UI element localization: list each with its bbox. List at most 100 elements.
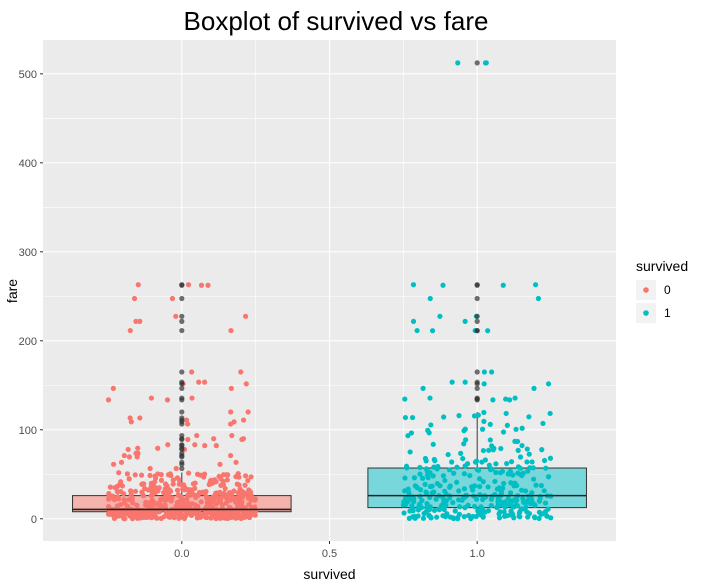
point-1 — [431, 507, 438, 514]
point-1 — [406, 489, 412, 496]
point-0 — [224, 477, 230, 483]
point-0 — [128, 492, 134, 498]
point-0 — [115, 494, 121, 500]
point-0 — [212, 477, 218, 483]
point-0 — [243, 381, 249, 387]
point-0 — [188, 512, 195, 519]
legend-label-0: 0 — [664, 283, 671, 297]
point-1 — [547, 455, 554, 461]
point-1 — [485, 328, 491, 334]
point-1 — [488, 496, 494, 502]
point-0 — [151, 501, 157, 508]
point-0 — [116, 470, 122, 476]
point-1 — [518, 472, 524, 478]
point-1 — [419, 497, 425, 504]
point-0 — [218, 495, 224, 501]
point-0 — [118, 479, 124, 485]
point-0 — [133, 318, 139, 324]
outlier-1 — [474, 60, 480, 66]
point-0 — [137, 415, 143, 421]
point-1 — [408, 430, 415, 436]
point-0 — [204, 514, 210, 521]
point-0 — [204, 503, 210, 509]
point-1 — [440, 473, 447, 479]
point-0 — [233, 508, 240, 515]
point-1 — [411, 475, 418, 481]
point-1 — [529, 459, 535, 465]
point-0 — [162, 502, 168, 508]
point-0 — [174, 487, 181, 493]
point-1 — [503, 396, 509, 402]
point-0 — [155, 471, 161, 477]
chart-title: Boxplot of survived vs fare — [184, 6, 489, 36]
point-0 — [223, 472, 230, 478]
point-1 — [505, 471, 511, 477]
point-1 — [504, 460, 510, 467]
point-0 — [185, 282, 192, 288]
point-0 — [110, 461, 117, 467]
point-0 — [246, 487, 252, 493]
point-1 — [417, 471, 423, 477]
legend: survived 01 — [636, 258, 688, 323]
point-0 — [163, 493, 169, 499]
point-1 — [430, 473, 436, 479]
point-1 — [524, 459, 530, 465]
point-0 — [196, 379, 202, 385]
point-1 — [508, 508, 514, 514]
point-0 — [118, 459, 125, 465]
point-1 — [475, 467, 482, 473]
point-1 — [465, 502, 471, 508]
point-1 — [480, 447, 487, 454]
point-0 — [238, 491, 245, 498]
point-1 — [493, 469, 499, 476]
outlier-0 — [179, 369, 185, 375]
point-1 — [454, 479, 460, 485]
point-0 — [125, 446, 131, 453]
point-1 — [427, 504, 433, 510]
point-1 — [450, 499, 456, 506]
point-1 — [415, 507, 422, 513]
point-1 — [480, 479, 486, 485]
point-0 — [147, 502, 153, 508]
point-1 — [514, 482, 520, 489]
point-0 — [185, 421, 191, 427]
point-1 — [533, 482, 539, 488]
point-0 — [220, 491, 227, 497]
point-1 — [543, 465, 549, 471]
y-tick-label: 0 — [31, 514, 37, 526]
point-0 — [124, 471, 130, 477]
point-1 — [515, 447, 521, 453]
y-tick-label: 100 — [19, 425, 37, 437]
point-0 — [216, 499, 222, 505]
point-1 — [510, 504, 517, 510]
point-1 — [512, 438, 518, 444]
point-0 — [152, 484, 158, 490]
point-0 — [158, 477, 165, 483]
point-0 — [115, 511, 121, 517]
point-1 — [492, 478, 498, 485]
point-0 — [189, 395, 195, 401]
point-1 — [529, 490, 535, 496]
point-0 — [245, 409, 251, 415]
point-1 — [447, 484, 453, 490]
point-0 — [126, 476, 132, 482]
point-1 — [494, 504, 500, 510]
point-0 — [173, 465, 179, 472]
point-1 — [409, 504, 415, 510]
outlier-1 — [474, 369, 480, 375]
point-1 — [500, 429, 507, 435]
point-0 — [205, 282, 211, 288]
point-1 — [541, 457, 548, 464]
point-0 — [170, 481, 176, 487]
point-1 — [430, 441, 436, 447]
point-1 — [459, 497, 465, 503]
point-0 — [211, 436, 217, 442]
point-1 — [463, 437, 469, 443]
point-1 — [481, 409, 487, 416]
point-1 — [410, 318, 417, 324]
point-0 — [185, 500, 191, 506]
point-0 — [245, 477, 251, 484]
point-0 — [234, 495, 240, 501]
point-1 — [470, 513, 476, 520]
point-0 — [229, 432, 235, 439]
